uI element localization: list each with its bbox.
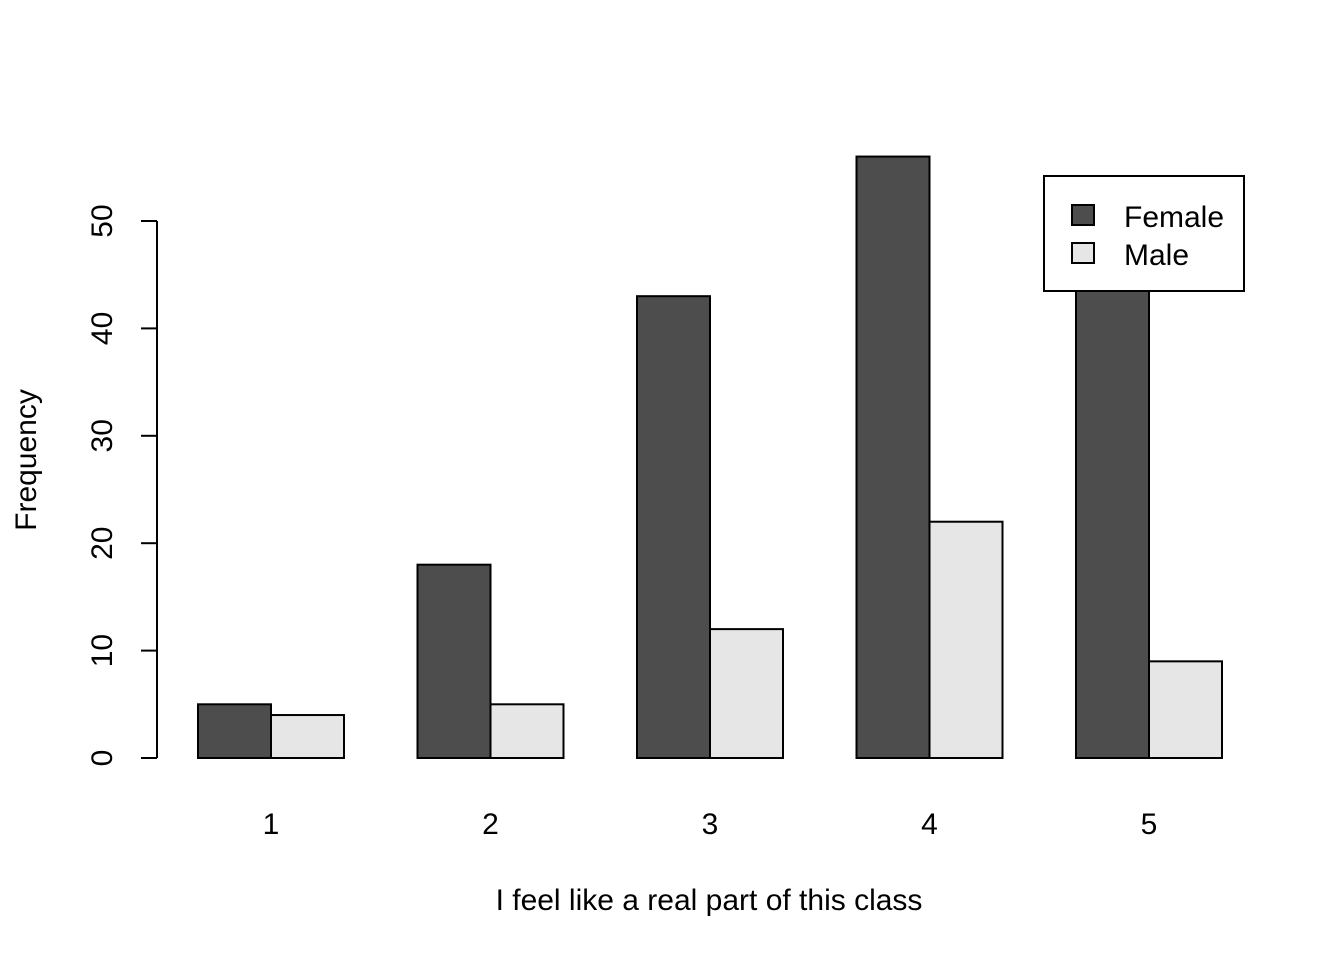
bar-male-4	[928, 520, 1004, 759]
y-tick-label: 50	[86, 204, 119, 237]
legend-box	[1043, 175, 1245, 292]
bar-male-3	[709, 628, 784, 759]
y-tick-label: 30	[86, 419, 119, 452]
legend: Female Male	[1043, 175, 1245, 292]
x-tick-label: 3	[702, 808, 719, 841]
bar-female-1	[197, 703, 272, 759]
bar-male-1	[270, 714, 345, 759]
y-tick-label: 20	[86, 527, 119, 560]
x-axis-title: I feel like a real part of this class	[496, 884, 923, 917]
bar-female-3	[636, 295, 711, 759]
legend-swatch-female	[1071, 204, 1095, 226]
bar-group	[197, 155, 1223, 760]
bar-male-5	[1148, 660, 1223, 760]
bar-female-2	[416, 563, 492, 759]
y-tick-label: 40	[86, 312, 119, 345]
category-labels: 1 2 3 4 5	[263, 808, 1158, 841]
bar-female-5	[1075, 284, 1150, 759]
bar-male-2	[489, 703, 565, 759]
legend-label-female: Female	[1124, 201, 1224, 234]
x-tick-label: 5	[1141, 808, 1158, 841]
y-axis: 0 10 20 30 40 50	[86, 204, 158, 767]
legend-swatch-male	[1071, 242, 1095, 264]
x-tick-label: 1	[263, 808, 280, 841]
y-axis-title: Frequency	[10, 389, 43, 531]
y-tick-label: 0	[86, 750, 119, 767]
bar-female-4	[855, 155, 931, 759]
x-tick-label: 2	[482, 808, 499, 841]
y-tick-label: 10	[86, 634, 119, 667]
x-tick-label: 4	[921, 808, 938, 841]
legend-label-male: Male	[1124, 239, 1189, 272]
